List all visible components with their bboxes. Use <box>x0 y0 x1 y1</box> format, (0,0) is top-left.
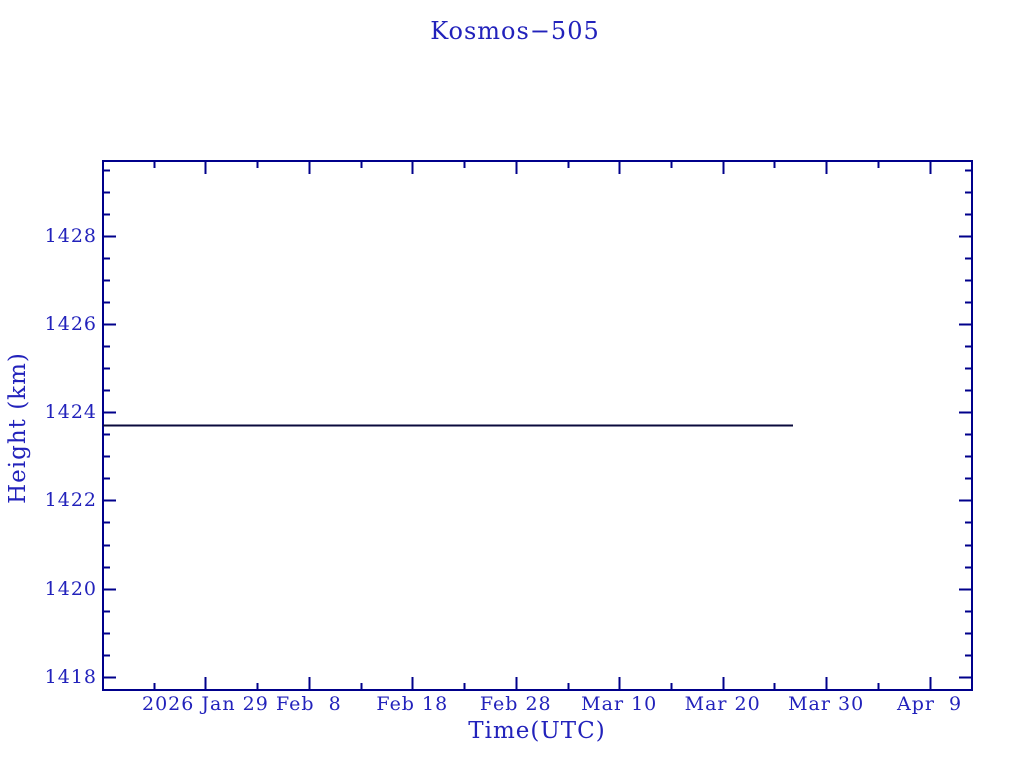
x-tick-label: Feb 28 <box>479 693 552 715</box>
y-tick-label: 1424 <box>44 401 97 424</box>
x-tick-label: Apr 9 <box>897 693 963 715</box>
y-tick-label: 1422 <box>44 489 97 512</box>
x-axis-title: Time(UTC) <box>468 718 606 744</box>
x-tick-label: Mar 10 <box>581 693 658 715</box>
chart-title: Kosmos−505 <box>430 17 600 45</box>
x-tick-label: Mar 20 <box>684 693 761 715</box>
y-tick-label: 1420 <box>44 577 97 600</box>
y-tick-label: 1418 <box>44 665 97 688</box>
x-tick-label: 2026 Jan 29 <box>142 693 269 715</box>
y-tick-label: 1428 <box>44 224 97 247</box>
x-tick-label: Mar 30 <box>788 693 865 715</box>
x-tick-label: Feb 18 <box>376 693 449 715</box>
y-tick-label: 1426 <box>44 313 97 336</box>
x-tick-label: Feb 8 <box>276 693 342 715</box>
